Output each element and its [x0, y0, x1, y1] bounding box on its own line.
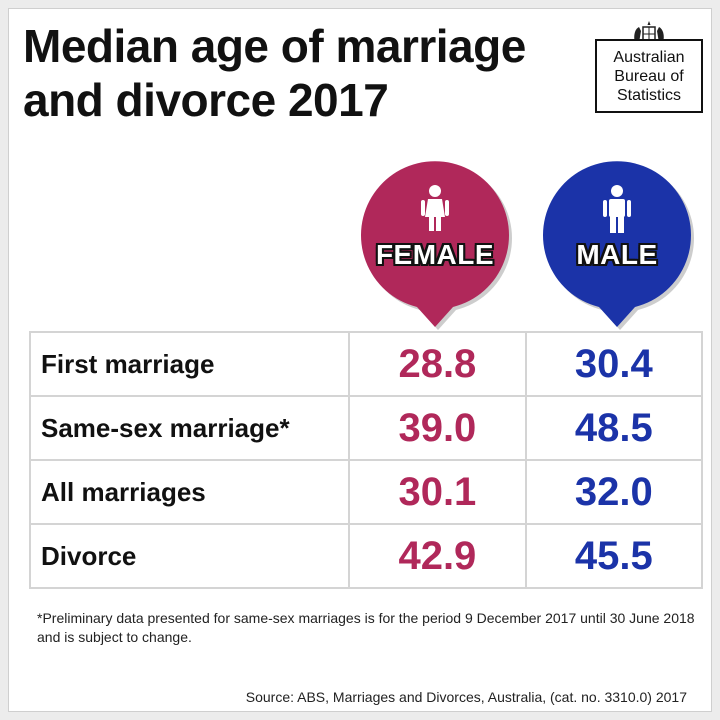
row-label: Same-sex marriage*	[28, 395, 351, 461]
female-value: 42.9	[348, 523, 527, 589]
male-value: 32.0	[524, 459, 704, 525]
row-label: Divorce	[28, 523, 351, 589]
male-pin-shape	[543, 161, 694, 330]
male-value: 48.5	[524, 395, 704, 461]
logo-line-1: Australian	[613, 48, 685, 66]
female-column-label: FEMALE	[375, 239, 495, 270]
table-row: Divorce 42.9 45.5	[28, 523, 704, 589]
female-value: 30.1	[348, 459, 527, 525]
female-value: 39.0	[348, 395, 527, 461]
median-age-table: First marriage 28.8 30.4 Same-sex marria…	[28, 331, 704, 589]
logo-line-3: Statistics	[616, 86, 681, 104]
row-label: All marriages	[28, 459, 351, 525]
logo-wordmark: Australian Bureau of Statistics	[595, 39, 703, 113]
female-pin-badge: FEMALE	[347, 159, 523, 335]
male-pin-badge: MALE	[529, 159, 705, 335]
female-icon	[421, 185, 449, 231]
row-label: First marriage	[28, 331, 351, 397]
infographic-frame: Median age of marriage and divorce 2017 …	[8, 8, 712, 712]
source-note: Source: ABS, Marriages and Divorces, Aus…	[245, 689, 687, 705]
table-row: All marriages 30.1 32.0	[28, 459, 704, 525]
footnote: *Preliminary data presented for same-sex…	[37, 610, 695, 645]
title-line-2: and divorce 2017	[23, 74, 389, 126]
page-title: Median age of marriage and divorce 2017	[23, 19, 563, 127]
table-row: Same-sex marriage* 39.0 48.5	[28, 395, 704, 461]
female-pin-shape	[361, 161, 512, 330]
abs-logo: Australian Bureau of Statistics	[595, 21, 703, 113]
logo-line-2: Bureau of	[614, 67, 684, 85]
table-row: First marriage 28.8 30.4	[28, 331, 704, 397]
male-value: 30.4	[524, 331, 704, 397]
male-value: 45.5	[524, 523, 704, 589]
male-column-label: MALE	[576, 239, 658, 270]
male-icon	[603, 185, 631, 233]
title-line-1: Median age of marriage	[23, 20, 526, 72]
female-value: 28.8	[348, 331, 527, 397]
